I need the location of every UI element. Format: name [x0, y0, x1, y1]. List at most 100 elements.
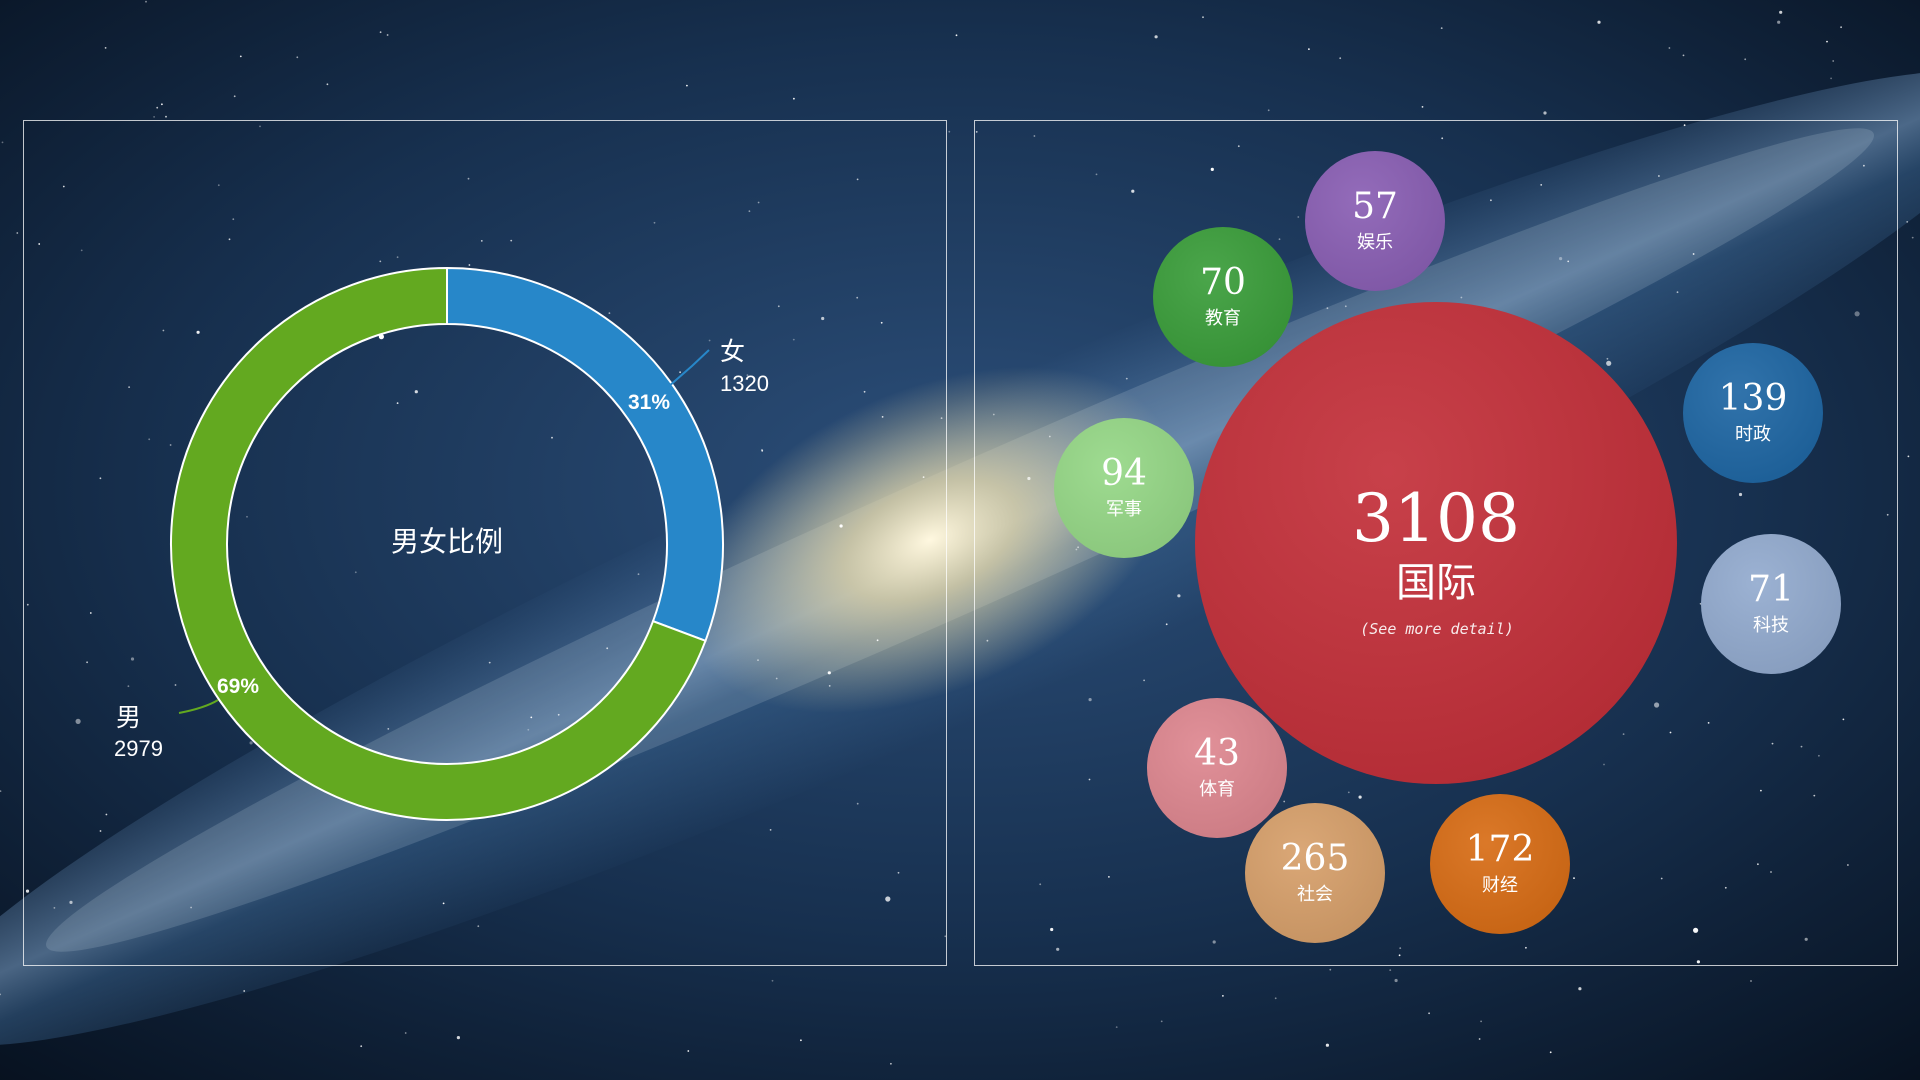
star	[1274, 997, 1277, 1000]
star	[379, 31, 382, 34]
bubble-label-yule: 娱乐	[1357, 232, 1393, 253]
star	[1283, 800, 1286, 803]
star	[1339, 57, 1342, 60]
donut-slice-male[interactable]	[170, 266, 707, 821]
star	[387, 728, 390, 730]
star	[530, 716, 533, 719]
star	[16, 232, 19, 234]
star	[259, 125, 261, 128]
star	[1460, 296, 1463, 299]
bubble-jiaoyu[interactable]: 70 教育	[1153, 227, 1293, 367]
star	[25, 889, 30, 893]
star	[1683, 124, 1686, 127]
star	[1212, 940, 1216, 944]
star	[1329, 968, 1332, 971]
star	[897, 871, 900, 874]
bubble-yule[interactable]: 57 娱乐	[1305, 151, 1445, 291]
star	[1202, 16, 1204, 19]
star	[1165, 623, 1168, 626]
star	[686, 84, 688, 87]
star	[145, 0, 147, 3]
star	[233, 95, 236, 98]
star	[856, 178, 859, 181]
star	[105, 813, 108, 816]
star	[527, 728, 530, 731]
bubble-shehui[interactable]: 265 社会	[1245, 803, 1385, 943]
bubble-value-caijing: 172	[1466, 829, 1535, 870]
male-name-label: 男	[116, 703, 141, 732]
star	[1818, 754, 1820, 757]
bubble-shizheng[interactable]: 139 时政	[1683, 343, 1823, 483]
star	[1692, 253, 1695, 255]
star	[1813, 794, 1816, 797]
star	[793, 97, 795, 100]
star	[821, 316, 825, 321]
star	[1658, 175, 1660, 177]
star	[243, 990, 246, 992]
star	[128, 386, 131, 388]
star	[1125, 377, 1128, 380]
bubble-label-shehui: 社会	[1297, 884, 1333, 905]
star	[863, 390, 866, 393]
female-value-label: 1320	[720, 371, 769, 396]
star	[1394, 978, 1398, 983]
star	[1906, 221, 1909, 223]
star	[360, 1045, 363, 1048]
star	[653, 221, 656, 224]
star	[1832, 60, 1835, 62]
star	[1, 141, 4, 144]
star	[404, 1032, 407, 1034]
star	[148, 438, 151, 441]
bubble-label-junshi: 军事	[1106, 499, 1142, 520]
bubble-label-tiyu: 体育	[1199, 779, 1235, 800]
star	[775, 677, 778, 680]
star	[757, 201, 760, 204]
bubble-label-shizheng: 时政	[1735, 424, 1771, 445]
bubble-shade	[1683, 343, 1823, 483]
star	[156, 106, 159, 109]
star	[1597, 20, 1601, 24]
star	[99, 477, 102, 480]
bubble-junshi[interactable]: 94 军事	[1054, 418, 1194, 558]
bubble-label-keji: 科技	[1753, 615, 1789, 636]
bubble-label-guoji: 国际	[1396, 560, 1476, 606]
bubble-value-keji: 71	[1748, 569, 1794, 610]
star	[1115, 1026, 1118, 1028]
bubble-keji[interactable]: 71 科技	[1701, 534, 1841, 674]
bubble-value-shizheng: 139	[1719, 378, 1788, 419]
star	[468, 264, 471, 266]
star	[1237, 145, 1240, 148]
bubble-shade	[1147, 698, 1287, 838]
bubble-tiyu[interactable]: 43 体育	[1147, 698, 1287, 838]
star	[1075, 548, 1078, 551]
star	[1088, 698, 1092, 702]
male-percent-label: 69%	[217, 675, 259, 698]
star	[1210, 167, 1214, 171]
star	[827, 671, 831, 675]
bubble-value-junshi: 94	[1101, 453, 1147, 494]
star	[480, 240, 483, 242]
star	[1830, 77, 1832, 80]
star	[80, 249, 83, 252]
star	[881, 416, 884, 418]
star	[1907, 455, 1910, 458]
star	[876, 639, 879, 642]
star	[510, 239, 513, 242]
star	[940, 417, 943, 419]
star	[1777, 20, 1781, 24]
bubble-caijing[interactable]: 172 财经	[1430, 794, 1570, 934]
star	[477, 925, 480, 928]
star	[880, 321, 883, 324]
star	[1095, 173, 1098, 176]
star	[354, 571, 357, 574]
star	[162, 329, 165, 332]
star	[1077, 546, 1079, 549]
bubble-note[interactable]: (See more detail)	[1360, 620, 1514, 638]
star	[456, 1036, 460, 1040]
star	[86, 661, 88, 664]
star	[1559, 257, 1563, 261]
star	[1693, 927, 1699, 933]
